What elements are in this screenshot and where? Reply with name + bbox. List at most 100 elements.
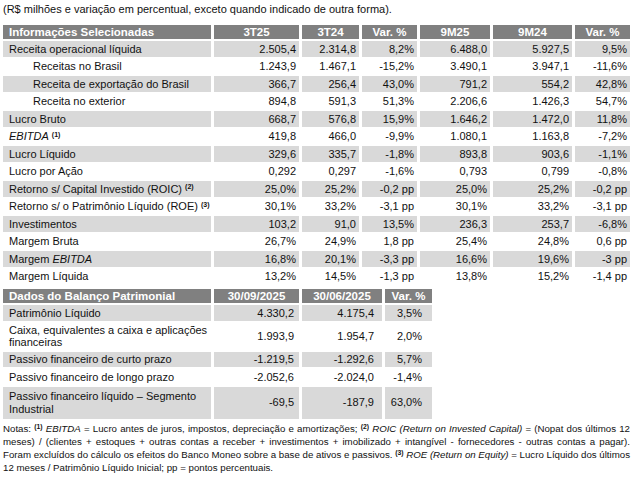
cell-value: 0,297 xyxy=(302,164,362,182)
cell-value: 1.646,2 xyxy=(420,111,493,129)
cell-value: 25,0% xyxy=(420,181,493,199)
cell-value: 236,3 xyxy=(420,216,493,234)
cell-value: 256,4 xyxy=(302,76,362,94)
cell-value: 554,2 xyxy=(493,76,575,94)
column-header: 30/09/2025 xyxy=(214,289,302,305)
cell-value: 15,9% xyxy=(362,111,420,129)
cell-value: 15,2% xyxy=(493,269,575,287)
cell-value: 894,8 xyxy=(214,94,302,112)
cell-value: 43,0% xyxy=(362,76,420,94)
row-label: Patrimônio Líquido xyxy=(3,305,214,323)
cell-value: 24,9% xyxy=(302,234,362,252)
units-note: (R$ milhões e variação em percentual, ex… xyxy=(3,3,392,15)
cell-value: 30,1% xyxy=(420,199,493,217)
cell-value: 13,2% xyxy=(214,269,302,287)
cell-value: 1.954,7 xyxy=(302,323,385,352)
column-header: 9M25 xyxy=(420,25,493,41)
cell-value: 8,2% xyxy=(362,41,420,59)
cell-value: 16,6% xyxy=(420,251,493,269)
row-label: Lucro por Ação xyxy=(3,164,214,182)
row-label: Margem EBITDA xyxy=(3,251,214,269)
cell-value: 1.993,9 xyxy=(214,323,302,352)
cell-value: 30,1% xyxy=(214,199,302,217)
cell-value: 366,7 xyxy=(214,76,302,94)
selected-info-table: Informações Selecionadas3T253T24Var. %9M… xyxy=(3,25,630,286)
table-row: Patrimônio Líquido4.330,24.175,43,5% xyxy=(3,305,432,323)
cell-value: 6.488,0 xyxy=(420,41,493,59)
table-row: Margem Líquida13,2%14,5%-1,3 pp13,8%15,2… xyxy=(3,269,630,287)
cell-value: -0,2 pp xyxy=(362,181,420,199)
cell-value: 1,8 pp xyxy=(362,234,420,252)
cell-value: -3,1 pp xyxy=(575,199,630,217)
row-label: Retorno s/ Capital Investido (ROIC) (2) xyxy=(3,181,214,199)
cell-value: 42,8% xyxy=(575,76,630,94)
footnote-line: Notas: (1) EBITDA = Lucro antes de juros… xyxy=(3,423,630,436)
row-label: Retorno s/ o Patrimônio Líquido (ROE) (3… xyxy=(3,199,214,217)
cell-value: -1.292,6 xyxy=(302,352,385,370)
cell-value: -7,2% xyxy=(575,129,630,147)
cell-value: 33,2% xyxy=(302,199,362,217)
column-header: 3T24 xyxy=(302,25,362,41)
footnote-line: Foram excluídos do cálculo os efeitos do… xyxy=(3,449,630,462)
table-row: Margem Bruta26,7%24,9%1,8 pp25,4%24,8%0,… xyxy=(3,234,630,252)
cell-value: 3.947,1 xyxy=(493,59,575,77)
table-row: Lucro por Ação0,2920,297-1,6%0,7930,799-… xyxy=(3,164,630,182)
cell-value: 0,292 xyxy=(214,164,302,182)
cell-value: 1.163,8 xyxy=(493,129,575,147)
cell-value: 1.080,1 xyxy=(420,129,493,147)
cell-value: -187,9 xyxy=(302,387,385,419)
cell-value: 791,2 xyxy=(420,76,493,94)
table-row: Investimentos103,291,013,5%236,3253,7-6,… xyxy=(3,216,630,234)
cell-value: -1.219,5 xyxy=(214,352,302,370)
column-header: 3T25 xyxy=(214,25,302,41)
row-label: Receitas no Brasil xyxy=(3,59,214,77)
row-label: Lucro Líquido xyxy=(3,146,214,164)
row-label: Receita de exportação do Brasil xyxy=(3,76,214,94)
table-row: Retorno s/ o Patrimônio Líquido (ROE) (3… xyxy=(3,199,630,217)
cell-value: 335,7 xyxy=(302,146,362,164)
cell-value: 9,5% xyxy=(575,41,630,59)
row-label: Lucro Bruto xyxy=(3,111,214,129)
cell-value: -3,3 pp xyxy=(362,251,420,269)
cell-value: 63,0% xyxy=(385,387,432,419)
footnotes: Notas: (1) EBITDA = Lucro antes de juros… xyxy=(3,423,630,475)
table-row: Passivo financeiro de longo prazo-2.052,… xyxy=(3,369,432,387)
cell-value: 54,7% xyxy=(575,94,630,112)
cell-value: 329,6 xyxy=(214,146,302,164)
cell-value: 13,8% xyxy=(420,269,493,287)
column-header: Dados do Balanço Patrimonial xyxy=(3,289,214,305)
table-row: Passivo financeiro líquido – Segmento In… xyxy=(3,387,432,419)
cell-value: 253,7 xyxy=(493,216,575,234)
column-header: 9M24 xyxy=(493,25,575,41)
cell-value: -1,1% xyxy=(575,146,630,164)
row-label: Passivo financeiro de curto prazo xyxy=(3,352,214,370)
row-label: Passivo financeiro de longo prazo xyxy=(3,369,214,387)
cell-value: 5,7% xyxy=(385,352,432,370)
cell-value: 51,3% xyxy=(362,94,420,112)
column-header: Var. % xyxy=(575,25,630,41)
cell-value: 1.467,1 xyxy=(302,59,362,77)
column-header: 30/06/2025 xyxy=(302,289,385,305)
cell-value: 0,6 pp xyxy=(575,234,630,252)
cell-value: 33,2% xyxy=(493,199,575,217)
table-row: Receitas no Brasil1.243,91.467,1-15,2%3.… xyxy=(3,59,630,77)
cell-value: -1,3 pp xyxy=(362,269,420,287)
cell-value: -1,4 pp xyxy=(575,269,630,287)
row-label: Passivo financeiro líquido – Segmento In… xyxy=(3,387,214,419)
balance-sheet-table: Dados do Balanço Patrimonial30/09/202530… xyxy=(3,289,432,419)
cell-value: 419,8 xyxy=(214,129,302,147)
cell-value: -3,1 pp xyxy=(362,199,420,217)
cell-value: -0,2 pp xyxy=(575,181,630,199)
cell-value: 16,8% xyxy=(214,251,302,269)
cell-value: 19,6% xyxy=(493,251,575,269)
selected-info-header-row: Informações Selecionadas3T253T24Var. %9M… xyxy=(3,25,630,41)
cell-value: -11,6% xyxy=(575,59,630,77)
cell-value: 2.505,4 xyxy=(214,41,302,59)
cell-value: 25,2% xyxy=(493,181,575,199)
cell-value: 4.330,2 xyxy=(214,305,302,323)
cell-value: 91,0 xyxy=(302,216,362,234)
cell-value: 13,5% xyxy=(362,216,420,234)
table-row: Receita operacional líquida2.505,42.314,… xyxy=(3,41,630,59)
cell-value: -1,8% xyxy=(362,146,420,164)
column-header: Var. % xyxy=(362,25,420,41)
